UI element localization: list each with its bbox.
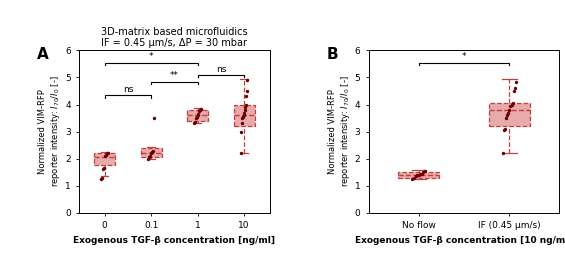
Point [99,167,108,172]
Point [238,116,247,120]
Point [240,108,249,112]
Point [242,94,251,99]
Text: ns: ns [216,65,226,74]
Text: B: B [327,47,338,62]
Point [192,115,201,119]
Text: ns: ns [123,85,133,94]
Point [508,101,517,106]
Bar [398,172,439,178]
Point [509,89,518,93]
Point [145,155,154,160]
Point [197,106,206,111]
Point [410,175,419,180]
Point [506,104,515,108]
X-axis label: Exogenous TGF-β concentration [10 ng/ml]: Exogenous TGF-β concentration [10 ng/ml] [355,236,565,245]
Point [97,177,106,181]
Point [241,105,250,109]
Point [237,121,246,126]
Point [98,175,107,180]
Point [149,148,158,153]
Point [511,79,520,84]
Point [190,121,199,126]
Point [243,78,252,82]
Point [408,177,417,181]
Point [502,116,511,120]
Point [195,109,204,114]
Point [498,151,507,155]
Point [239,113,248,118]
Point [504,110,513,115]
Point [499,128,508,132]
Text: A: A [37,47,49,62]
Text: *: * [462,52,466,62]
Y-axis label: Normalized VIM-RFP
reporter intensity: $I_{70}/I_0$ [-]: Normalized VIM-RFP reporter intensity: $… [328,76,352,188]
Bar [94,153,115,165]
Point [412,173,421,178]
Bar [489,103,530,126]
Point [420,169,429,173]
Point [411,174,420,179]
Point [240,110,249,115]
Point [102,151,111,155]
Point [242,89,251,93]
Point [150,116,159,120]
Point [241,102,250,107]
Point [192,116,201,120]
Point [507,102,516,107]
Point [414,173,423,177]
Point [146,154,155,158]
Point [194,112,203,116]
Bar [234,104,255,126]
Point [147,151,156,155]
Point [418,171,427,176]
Point [510,86,519,90]
Title: 3D-matrix based microfluidics
IF = 0.45 μm/s, ΔP = 30 mbar: 3D-matrix based microfluidics IF = 0.45 … [101,27,247,48]
Point [503,113,512,118]
Text: **: ** [170,71,179,80]
Point [501,127,510,131]
Bar [141,148,162,157]
Point [144,157,153,161]
X-axis label: Exogenous TGF-β concentration [ng/ml]: Exogenous TGF-β concentration [ng/ml] [73,236,275,245]
Point [193,113,202,118]
Point [101,154,110,158]
Point [416,172,425,177]
Point [238,115,247,119]
Bar [187,110,208,121]
Point [236,151,245,155]
Text: *: * [149,52,153,62]
Point [419,170,428,174]
Point [103,150,112,155]
Point [237,129,246,134]
Point [99,166,108,170]
Point [195,108,205,112]
Point [505,108,514,112]
Point [102,152,111,157]
Y-axis label: Normalized VIM-RFP
reporter intensity: $I_{70}/I_0$ [-]: Normalized VIM-RFP reporter intensity: $… [38,76,62,188]
Point [147,150,157,154]
Point [190,120,199,124]
